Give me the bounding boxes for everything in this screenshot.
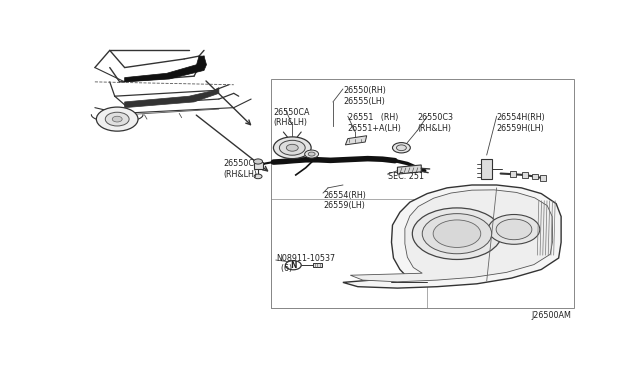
Circle shape — [308, 152, 315, 156]
Text: SEC. 251: SEC. 251 — [388, 172, 424, 181]
Circle shape — [396, 145, 406, 151]
Circle shape — [280, 140, 305, 155]
Circle shape — [254, 174, 262, 179]
Text: 26550CA
(RH&LH): 26550CA (RH&LH) — [273, 108, 310, 127]
Bar — [510, 171, 516, 177]
Circle shape — [422, 214, 492, 254]
Circle shape — [253, 159, 262, 164]
Bar — [540, 175, 546, 181]
Circle shape — [496, 219, 532, 240]
Polygon shape — [481, 159, 492, 179]
Circle shape — [392, 142, 410, 153]
Bar — [313, 263, 322, 267]
Text: N08911-10537
  (6): N08911-10537 (6) — [276, 254, 335, 273]
Polygon shape — [343, 185, 561, 288]
Circle shape — [112, 116, 122, 122]
Text: 26551   (RH)
26551+A(LH): 26551 (RH) 26551+A(LH) — [348, 113, 402, 133]
Bar — [532, 173, 538, 179]
Text: N: N — [290, 261, 296, 270]
Polygon shape — [346, 136, 367, 145]
Circle shape — [286, 144, 298, 151]
Polygon shape — [397, 165, 421, 174]
Bar — [253, 161, 262, 169]
Text: 26554(RH)
26559(LH): 26554(RH) 26559(LH) — [323, 191, 366, 210]
Text: 26550C3
(RH&LH): 26550C3 (RH&LH) — [417, 113, 453, 133]
Text: 26550C
(RH&LH): 26550C (RH&LH) — [224, 159, 258, 179]
Text: 26550(RH)
26555(LH): 26550(RH) 26555(LH) — [343, 86, 386, 106]
Circle shape — [97, 107, 138, 131]
Circle shape — [273, 137, 311, 158]
Bar — [522, 172, 529, 178]
Circle shape — [305, 150, 319, 158]
Polygon shape — [350, 190, 553, 282]
Polygon shape — [125, 56, 207, 82]
Circle shape — [433, 220, 481, 247]
Circle shape — [285, 261, 301, 270]
Circle shape — [412, 208, 502, 260]
Text: 26554H(RH)
26559H(LH): 26554H(RH) 26559H(LH) — [497, 113, 545, 133]
Text: J26500AM: J26500AM — [531, 311, 571, 320]
Polygon shape — [125, 87, 219, 108]
Circle shape — [106, 112, 129, 126]
Circle shape — [488, 215, 540, 244]
